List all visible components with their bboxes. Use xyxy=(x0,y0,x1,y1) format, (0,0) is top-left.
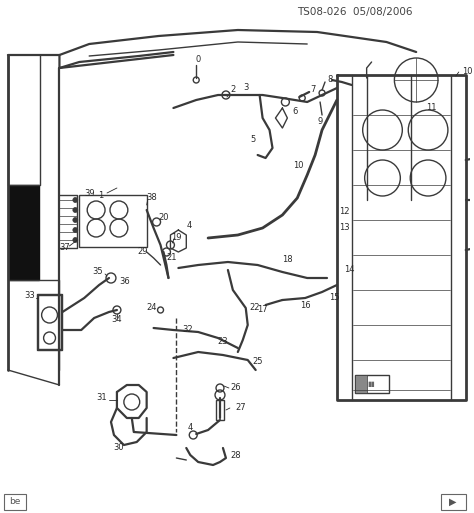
Text: 37: 37 xyxy=(59,244,70,252)
Text: 26: 26 xyxy=(230,384,240,392)
Text: 13: 13 xyxy=(339,223,350,231)
Bar xyxy=(37,295,63,350)
Text: 11: 11 xyxy=(426,104,436,112)
Text: 1: 1 xyxy=(99,190,104,200)
Text: be: be xyxy=(9,498,20,506)
Text: 39: 39 xyxy=(84,188,94,198)
Text: 3: 3 xyxy=(243,84,248,92)
Text: 29: 29 xyxy=(137,247,148,256)
Text: 28: 28 xyxy=(230,451,240,461)
Text: 33: 33 xyxy=(24,290,35,300)
Text: 25: 25 xyxy=(253,358,263,366)
Text: 21: 21 xyxy=(166,252,177,262)
Text: ▮▮: ▮▮ xyxy=(368,381,375,387)
Text: 10: 10 xyxy=(293,161,303,169)
Text: 15: 15 xyxy=(328,293,339,303)
Bar xyxy=(79,195,146,247)
Text: 6: 6 xyxy=(292,108,298,116)
Text: 24: 24 xyxy=(146,304,156,312)
Text: 32: 32 xyxy=(182,326,193,334)
Text: 30: 30 xyxy=(114,444,124,452)
Text: 20: 20 xyxy=(158,213,169,223)
Text: 8: 8 xyxy=(327,75,332,85)
Text: 18: 18 xyxy=(282,255,292,265)
Text: 17: 17 xyxy=(257,306,268,314)
Bar xyxy=(9,185,39,280)
Circle shape xyxy=(73,207,78,212)
Text: 5: 5 xyxy=(250,135,255,145)
Text: 14: 14 xyxy=(345,266,355,274)
Circle shape xyxy=(73,227,78,232)
Text: 4: 4 xyxy=(188,424,193,432)
Text: 7: 7 xyxy=(310,86,316,94)
Bar xyxy=(4,494,26,510)
Bar xyxy=(355,375,390,393)
Text: TS08-026  05/08/2006: TS08-026 05/08/2006 xyxy=(297,7,412,17)
Text: 12: 12 xyxy=(339,207,350,216)
Text: 16: 16 xyxy=(300,302,310,310)
Text: 34: 34 xyxy=(111,315,122,325)
Text: 22: 22 xyxy=(250,304,260,312)
Text: 4: 4 xyxy=(186,221,191,229)
Text: 10: 10 xyxy=(462,68,472,76)
Text: 27: 27 xyxy=(236,404,246,412)
Circle shape xyxy=(73,238,78,243)
Bar xyxy=(216,400,224,420)
Text: 19: 19 xyxy=(171,233,182,243)
Circle shape xyxy=(73,198,78,203)
Text: 23: 23 xyxy=(218,338,228,346)
Text: 2: 2 xyxy=(231,86,236,94)
Bar xyxy=(355,375,367,393)
Text: 0: 0 xyxy=(196,55,201,65)
Text: 9: 9 xyxy=(318,117,323,127)
Circle shape xyxy=(73,218,78,223)
Text: 35: 35 xyxy=(92,267,103,277)
Text: 38: 38 xyxy=(146,193,157,203)
Text: 36: 36 xyxy=(119,278,130,286)
Text: ▶: ▶ xyxy=(449,497,456,507)
Text: 31: 31 xyxy=(96,393,107,403)
Bar xyxy=(441,494,466,510)
